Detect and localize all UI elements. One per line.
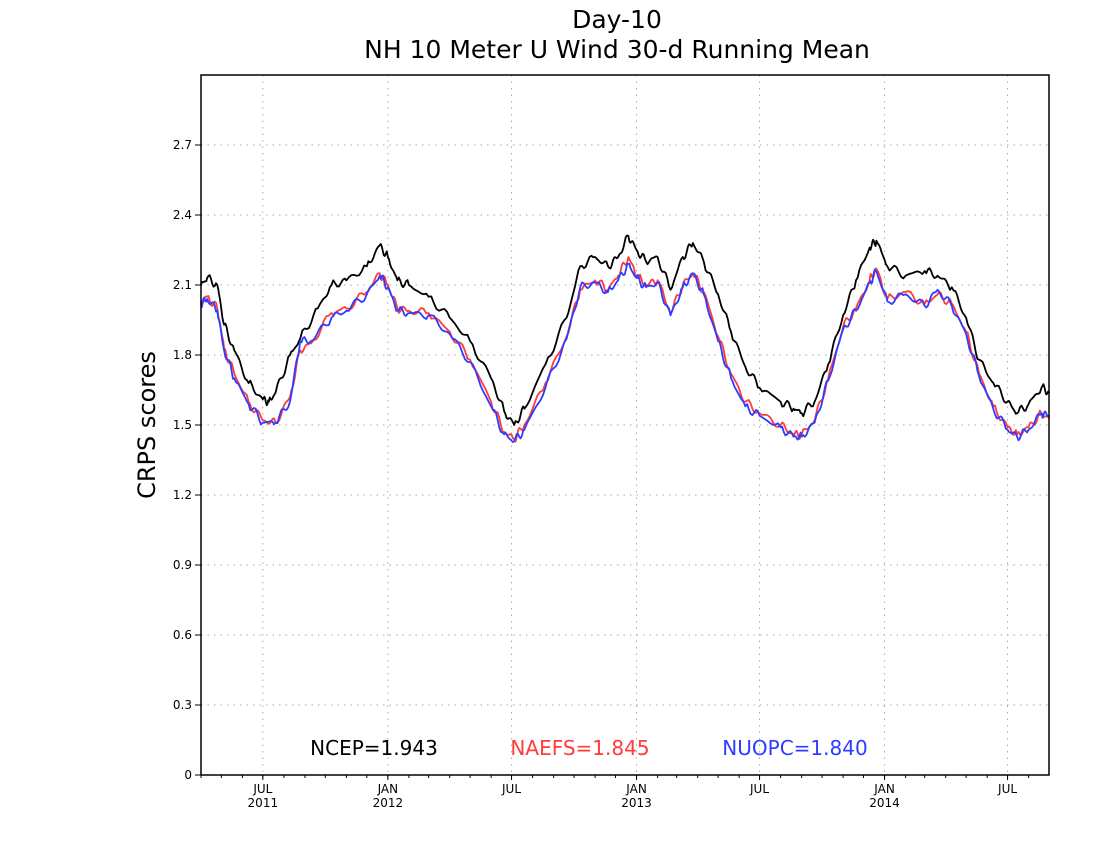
- y-axis-label: CRPS scores: [133, 351, 161, 499]
- grid-lines: [201, 75, 1049, 775]
- y-axis-ticks: 0 0.3 0.6 0.9 1.2 1.5 1.8 2.1 2.4 2.7: [173, 138, 201, 782]
- x-tick-year-label: 2011: [248, 796, 279, 810]
- y-tick-label: 0.3: [173, 698, 192, 712]
- series-line-nuopc: [200, 262, 1050, 444]
- chart-subtitle: NH 10 Meter U Wind 30-d Running Mean: [364, 35, 870, 64]
- series-lines: [200, 234, 1050, 444]
- legend-entry-naefs: NAEFS=1.845: [510, 736, 649, 760]
- y-tick-label: 1.8: [173, 348, 192, 362]
- chart-title: Day-10: [572, 5, 662, 34]
- x-tick-label: JUL: [997, 782, 1017, 796]
- y-tick-label: 0.9: [173, 558, 192, 572]
- legend: NCEP=1.943 NAEFS=1.845 NUOPC=1.840: [310, 736, 868, 760]
- x-tick-year-label: 2012: [373, 796, 404, 810]
- x-tick-label: JAN: [377, 782, 399, 796]
- x-tick-label: JAN: [873, 782, 895, 796]
- x-tick-year-label: 2014: [869, 796, 900, 810]
- legend-entry-ncep: NCEP=1.943: [310, 736, 438, 760]
- x-tick-label: JUL: [749, 782, 769, 796]
- x-tick-year-label: 2013: [621, 796, 652, 810]
- legend-entry-nuopc: NUOPC=1.840: [722, 736, 867, 760]
- x-tick-label: JUL: [252, 782, 272, 796]
- y-tick-label: 2.4: [173, 208, 192, 222]
- y-tick-label: 0.6: [173, 628, 192, 642]
- y-tick-label: 0: [184, 768, 192, 782]
- y-tick-label: 2.7: [173, 138, 192, 152]
- x-tick-label: JUL: [501, 782, 521, 796]
- series-line-ncep: [200, 234, 1050, 426]
- y-tick-label: 1.2: [173, 488, 192, 502]
- y-tick-label: 1.5: [173, 418, 192, 432]
- x-tick-label: JAN: [625, 782, 647, 796]
- y-tick-label: 2.1: [173, 278, 192, 292]
